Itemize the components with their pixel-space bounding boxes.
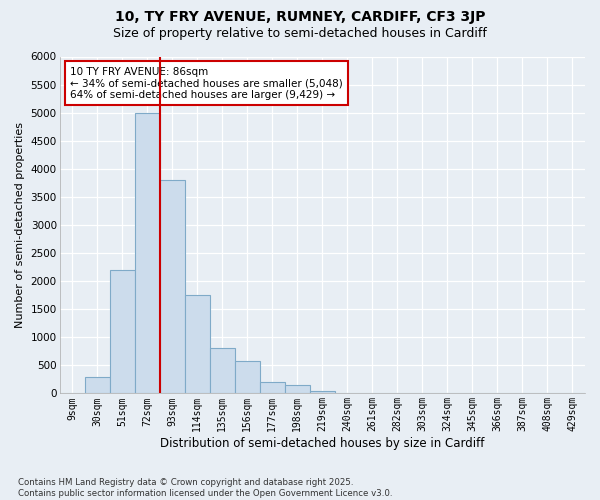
Bar [285,385,310,394]
Text: Contains HM Land Registry data © Crown copyright and database right 2025.
Contai: Contains HM Land Registry data © Crown c… [18,478,392,498]
Bar [335,393,360,394]
Bar [134,112,160,394]
Bar [59,393,85,394]
Bar [85,376,110,394]
Bar [310,390,335,394]
Bar [260,382,285,394]
Text: Size of property relative to semi-detached houses in Cardiff: Size of property relative to semi-detach… [113,28,487,40]
Bar [210,348,235,394]
Bar [185,295,210,394]
Bar [235,361,260,394]
Y-axis label: Number of semi-detached properties: Number of semi-detached properties [15,122,25,328]
X-axis label: Distribution of semi-detached houses by size in Cardiff: Distribution of semi-detached houses by … [160,437,484,450]
Text: 10, TY FRY AVENUE, RUMNEY, CARDIFF, CF3 3JP: 10, TY FRY AVENUE, RUMNEY, CARDIFF, CF3 … [115,10,485,24]
Bar [110,270,134,394]
Bar [160,180,185,394]
Text: 10 TY FRY AVENUE: 86sqm
← 34% of semi-detached houses are smaller (5,048)
64% of: 10 TY FRY AVENUE: 86sqm ← 34% of semi-de… [70,66,343,100]
